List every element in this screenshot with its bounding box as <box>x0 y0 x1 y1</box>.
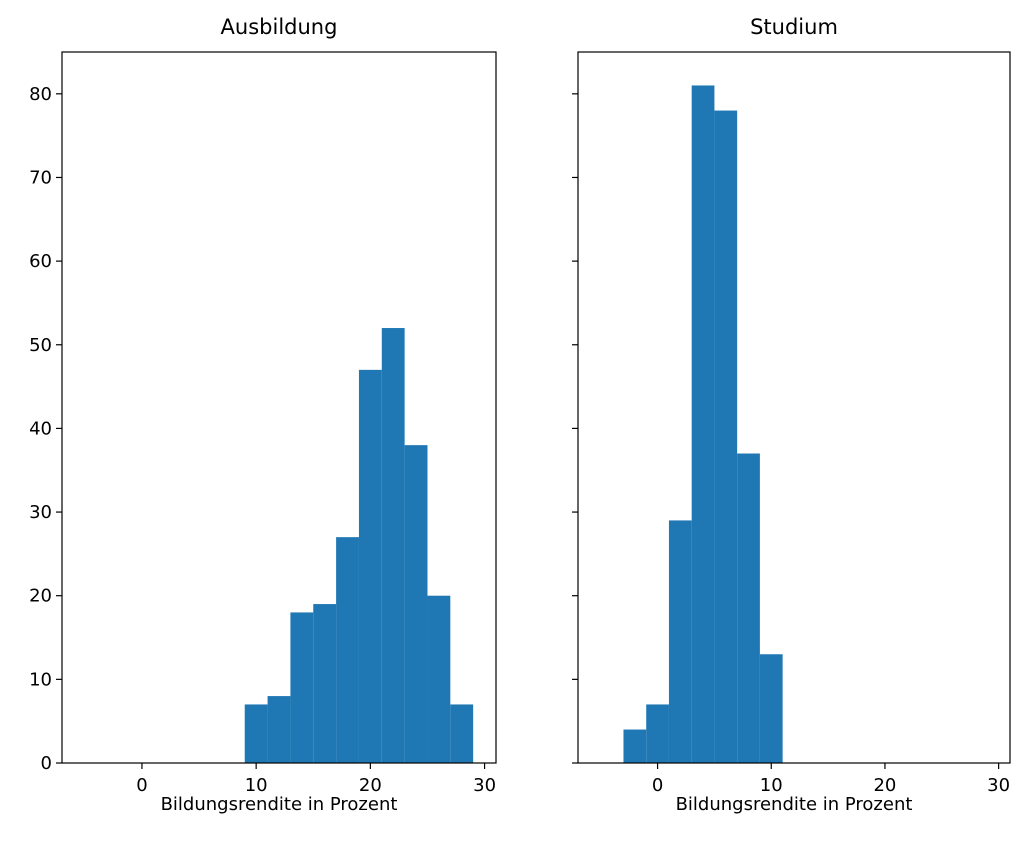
bar <box>450 704 474 763</box>
bar <box>691 85 715 764</box>
bar <box>313 604 337 763</box>
x-tick-label: 30 <box>473 775 496 796</box>
bar <box>646 704 669 763</box>
bar <box>336 537 359 763</box>
chart-title: Ausbildung <box>221 15 338 39</box>
y-tick-label: 60 <box>29 251 52 272</box>
x-tick-label: 0 <box>136 775 147 796</box>
y-tick-label: 70 <box>29 167 52 188</box>
bar <box>358 369 382 763</box>
y-tick-label: 80 <box>29 84 52 105</box>
x-tick-label: 10 <box>760 775 783 796</box>
axes-frame <box>61 51 497 764</box>
bar <box>290 612 314 763</box>
bar <box>381 328 405 763</box>
bar <box>244 704 268 763</box>
bar <box>714 110 738 764</box>
y-tick-label: 50 <box>29 335 52 356</box>
x-tick-label: 0 <box>652 775 663 796</box>
x-tick-label: 20 <box>873 775 896 796</box>
x-axis-label: Bildungsrendite in Prozent <box>161 794 398 815</box>
y-tick-label: 0 <box>41 753 52 774</box>
bar <box>404 445 428 763</box>
chart-title: Studium <box>750 15 838 39</box>
bar <box>668 520 692 763</box>
x-tick-label: 20 <box>359 775 382 796</box>
x-tick-label: 30 <box>987 775 1010 796</box>
bar <box>427 595 451 763</box>
bar <box>759 654 783 763</box>
x-tick-label: 10 <box>245 775 268 796</box>
bar <box>623 729 647 763</box>
bar <box>267 696 291 763</box>
y-tick-label: 10 <box>29 669 52 690</box>
x-axis-label: Bildungsrendite in Prozent <box>676 794 913 815</box>
bar <box>737 453 760 763</box>
axes-frame <box>577 51 1011 764</box>
y-tick-label: 20 <box>29 586 52 607</box>
y-tick-label: 30 <box>29 502 52 523</box>
y-tick-label: 40 <box>29 418 52 439</box>
